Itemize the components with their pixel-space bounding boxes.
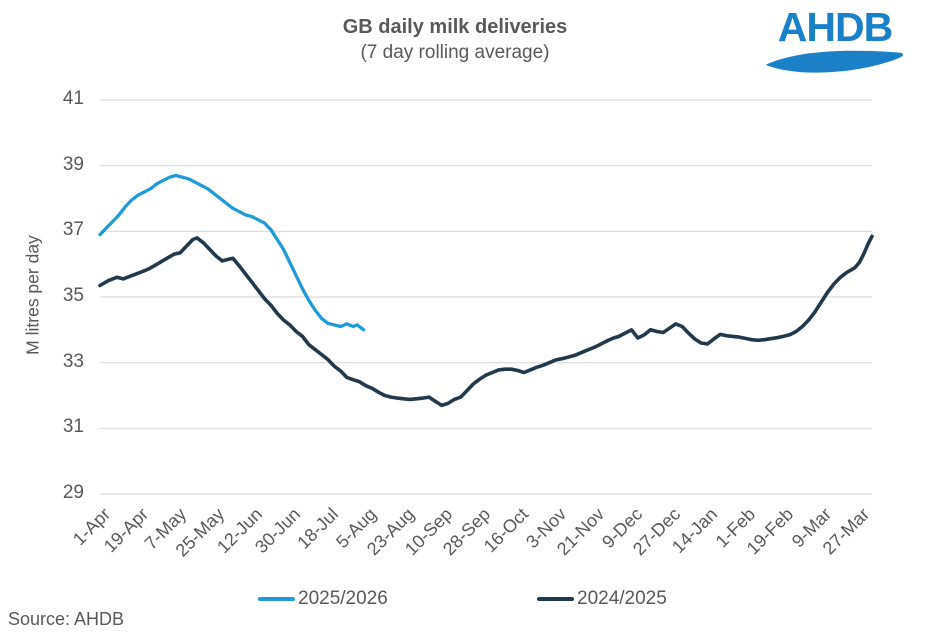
y-tick-label-37: 37 [62,219,84,241]
y-tick-label-33: 33 [62,350,84,372]
chart-title: GB daily milk deliveries [342,16,568,38]
series-line-2025-2026 [98,173,366,332]
y-tick-label-41: 41 [62,88,84,109]
legend-label-2025-2026: 2025/2026 [298,588,388,609]
source-note: Source: AHDB [8,609,125,629]
ahdb-swoosh-icon [765,50,904,73]
ahdb-logo-text: AHDB [777,4,893,50]
chart-subtitle: (7 day rolling average) [360,42,550,63]
legend-swatch-2024-2025 [537,597,574,601]
y-tick-label-39: 39 [62,153,84,175]
y-tick-label-31: 31 [62,416,84,438]
legend-item-2024-2025: 2024/2025 [537,588,667,610]
title-block: GB daily milk deliveries (7 day rolling … [0,14,910,66]
ahdb-logo: AHDB [760,6,910,84]
y-tick-label-35: 35 [62,285,84,306]
legend-swatch-2025-2026 [258,597,295,601]
legend-label-2024-2025: 2024/2025 [577,588,667,609]
legend-item-2025-2026: 2025/2026 [258,588,388,610]
series-line-2024-2025 [98,234,874,408]
y-tick-label-29: 29 [62,482,84,503]
